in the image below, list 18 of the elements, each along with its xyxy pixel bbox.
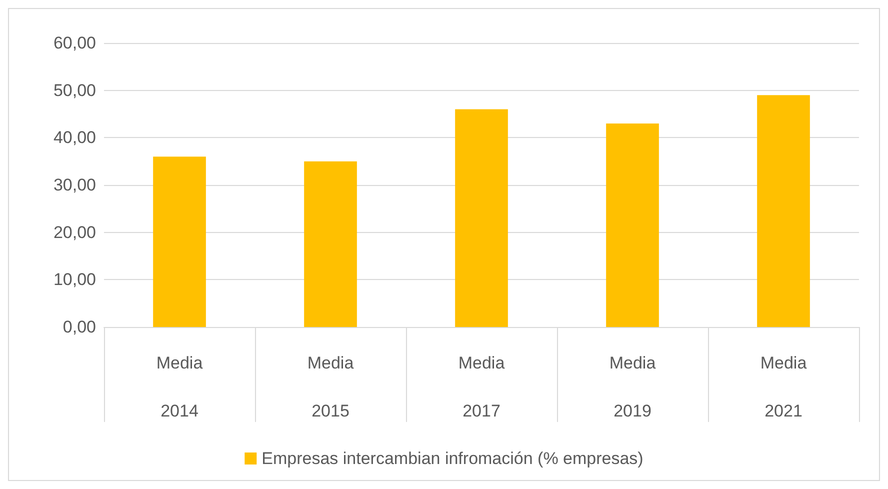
- category-label: Media 2021: [760, 354, 807, 420]
- bar: [757, 95, 810, 327]
- category-label: Media 2017: [458, 354, 505, 420]
- bar: [304, 161, 357, 327]
- y-tick-label: 10,00: [53, 270, 96, 290]
- legend-label: Empresas intercambian infromación (% empresas): [262, 449, 644, 468]
- y-tick-label: 30,00: [53, 176, 96, 194]
- category-label: Media 2014: [156, 354, 203, 420]
- y-tick-label: 40,00: [53, 128, 96, 148]
- category-label: Media 2015: [307, 354, 354, 420]
- bar: [606, 123, 659, 327]
- y-tick-label: 0,00: [62, 318, 96, 336]
- y-tick-label: 20,00: [53, 222, 96, 242]
- category-label: Media 2019: [609, 354, 656, 420]
- bar: [153, 156, 206, 327]
- y-tick-label: 50,00: [53, 80, 96, 100]
- y-tick-label: 60,00: [53, 34, 96, 52]
- bar: [455, 109, 508, 327]
